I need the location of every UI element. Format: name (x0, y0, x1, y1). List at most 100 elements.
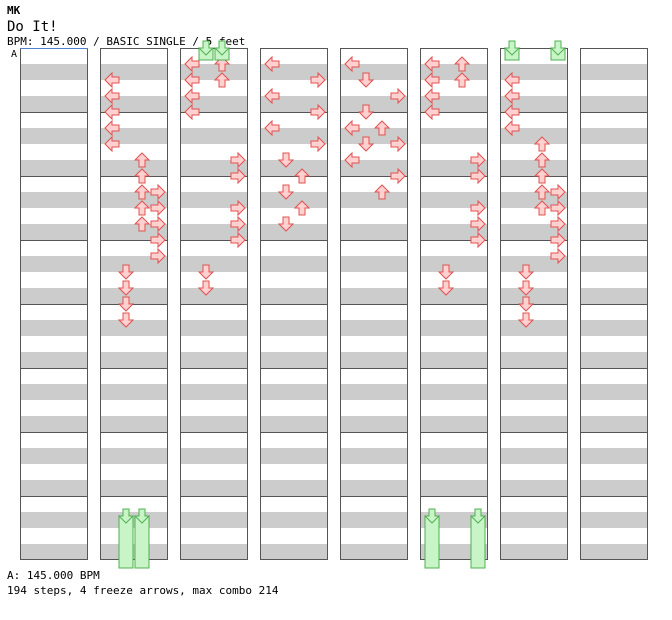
beat-stripe (20, 512, 88, 528)
freeze-arrow (423, 508, 441, 569)
beat-stripe (20, 288, 88, 304)
beat-stripe (420, 320, 488, 336)
step-arrow-r (390, 135, 406, 153)
beat-stripe (260, 224, 328, 240)
step-arrow-u (293, 168, 311, 184)
step-arrow-d (517, 312, 535, 328)
beat-stripe (500, 96, 568, 112)
freeze-arrow (133, 508, 151, 569)
beat-stripe (20, 224, 88, 240)
beat-stripe (420, 416, 488, 432)
beat-stripe (500, 416, 568, 432)
freeze-arrow (503, 40, 521, 61)
beat-stripe (340, 416, 408, 432)
beat-stripe (420, 192, 488, 208)
beat-stripe (260, 192, 328, 208)
step-arrow-d (357, 72, 375, 88)
chart-column (100, 48, 168, 560)
beat-stripe (340, 160, 408, 176)
beat-stripe (180, 128, 248, 144)
beat-stripe (260, 96, 328, 112)
beat-stripe (340, 320, 408, 336)
step-arrow-l (104, 71, 120, 89)
step-arrow-r (150, 199, 166, 217)
step-arrow-r (230, 151, 246, 169)
speed-marker-label: A (11, 49, 17, 60)
step-arrow-r (150, 215, 166, 233)
beat-stripe (500, 480, 568, 496)
beat-stripe (340, 256, 408, 272)
beat-stripe (180, 64, 248, 80)
beat-stripe (20, 416, 88, 432)
beat-stripe (340, 64, 408, 80)
step-arrow-r (310, 71, 326, 89)
step-arrow-u (213, 72, 231, 88)
beat-stripe (260, 160, 328, 176)
beat-stripe (20, 192, 88, 208)
step-arrow-r (470, 151, 486, 169)
step-arrow-d (437, 280, 455, 296)
beat-stripe (500, 544, 568, 560)
step-arrow-l (264, 119, 280, 137)
step-arrow-d (117, 312, 135, 328)
beat-stripe (340, 192, 408, 208)
beat-stripe (580, 256, 648, 272)
speed-legend: A: 145.000 BPM (7, 569, 100, 582)
beat-stripe (580, 448, 648, 464)
beat-stripe (20, 352, 88, 368)
step-arrow-l (104, 119, 120, 137)
step-arrow-r (470, 231, 486, 249)
step-arrow-d (517, 296, 535, 312)
beat-stripe (180, 96, 248, 112)
beat-stripe (420, 224, 488, 240)
beat-stripe (180, 480, 248, 496)
step-arrow-r (550, 247, 566, 265)
beat-stripe (100, 352, 168, 368)
freeze-head (117, 508, 135, 524)
step-arrow-u (533, 168, 551, 184)
beat-stripe (340, 384, 408, 400)
beat-stripe (20, 160, 88, 176)
beat-stripe (340, 448, 408, 464)
step-arrow-l (264, 87, 280, 105)
beat-stripe (260, 128, 328, 144)
beat-stripe (500, 160, 568, 176)
beat-stripe (100, 512, 168, 528)
beat-stripe (20, 384, 88, 400)
beat-stripe (420, 128, 488, 144)
chart-column (420, 48, 488, 560)
step-arrow-l (104, 87, 120, 105)
step-arrow-l (504, 103, 520, 121)
beat-stripe (180, 416, 248, 432)
freeze-body (118, 515, 134, 569)
step-stats: 194 steps, 4 freeze arrows, max combo 21… (7, 584, 279, 597)
chart-info: BPM: 145.000 / BASIC SINGLE / 5 feet (7, 35, 246, 48)
step-arrow-u (373, 184, 391, 200)
beat-stripe (100, 128, 168, 144)
beat-stripe (580, 480, 648, 496)
step-arrow-l (104, 135, 120, 153)
beat-stripe (500, 384, 568, 400)
beat-stripe (180, 352, 248, 368)
freeze-arrow (469, 508, 487, 569)
beat-stripe (580, 352, 648, 368)
step-arrow-r (150, 183, 166, 201)
freeze-head (503, 40, 521, 56)
step-arrow-r (470, 167, 486, 185)
step-arrow-u (133, 216, 151, 232)
beat-stripe (340, 512, 408, 528)
step-arrow-u (453, 56, 471, 72)
chart-column (340, 48, 408, 560)
beat-stripe (180, 160, 248, 176)
step-arrow-u (533, 152, 551, 168)
beat-stripe (260, 64, 328, 80)
beat-stripe (420, 288, 488, 304)
beat-stripe (500, 64, 568, 80)
step-arrow-l (504, 87, 520, 105)
step-arrow-r (150, 247, 166, 265)
beat-stripe (580, 320, 648, 336)
step-arrow-r (230, 199, 246, 217)
beat-stripe (180, 320, 248, 336)
step-arrow-d (357, 136, 375, 152)
beat-stripe (340, 352, 408, 368)
